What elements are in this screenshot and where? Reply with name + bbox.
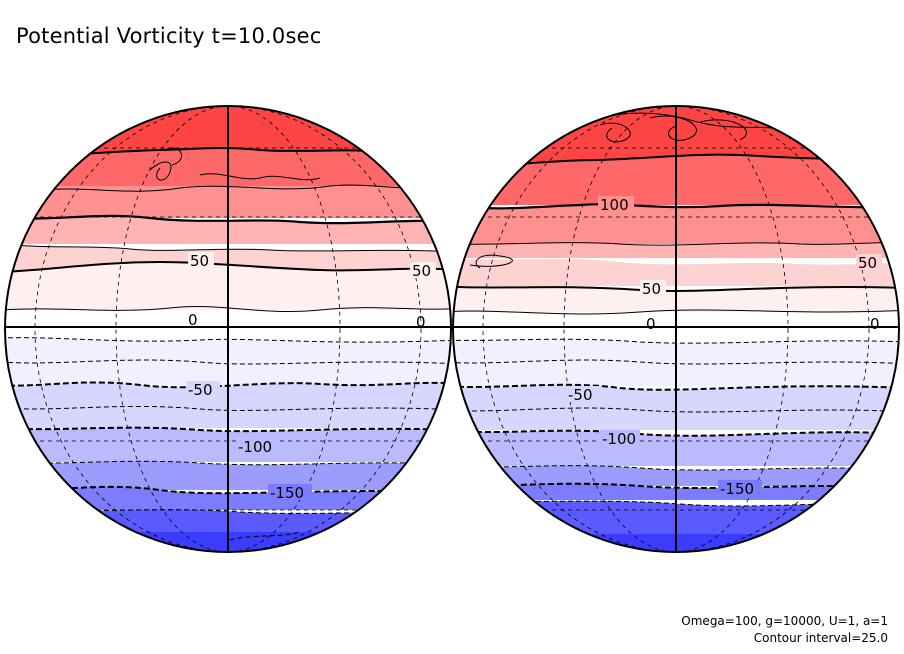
band-b7 — [453, 534, 899, 552]
band-b6 — [453, 500, 899, 534]
globe-right-outline — [452, 105, 900, 553]
label-right-zero: 0 — [646, 315, 656, 333]
band-b7 — [5, 532, 451, 552]
globe-left-outline — [4, 105, 452, 553]
label-right-zerob: 0 — [870, 315, 880, 333]
globe-right: 100 50 50 0 0 -50 -100 -150 — [452, 105, 900, 553]
band-r1 — [453, 106, 899, 162]
band-b3 — [453, 430, 899, 466]
label-right-n50: -50 — [568, 386, 593, 404]
band-b2 — [5, 382, 451, 428]
band-b1 — [453, 339, 899, 386]
globe-left: 50 50 0 0 -50 -100 -150 — [4, 105, 452, 553]
grid-lines — [5, 106, 451, 552]
globe-right-labels: 100 50 50 0 0 -50 -100 -150 — [566, 196, 882, 498]
band-b1 — [5, 337, 451, 385]
figure-title: Potential Vorticity t=10.0sec — [16, 24, 322, 48]
footer-params: Omega=100, g=10000, U=1, a=1 — [681, 614, 888, 628]
band-r5 — [453, 258, 899, 286]
label-right-p100: 100 — [600, 196, 629, 214]
band-b2 — [453, 384, 899, 430]
band-r2 — [5, 147, 451, 186]
band-b5 — [5, 486, 451, 510]
label-left-zero: 0 — [188, 311, 198, 329]
band-b4 — [5, 461, 451, 490]
band-r3 — [453, 204, 899, 244]
label-left-n50: -50 — [188, 381, 213, 399]
label-left-p50b: 50 — [412, 262, 431, 280]
label-right-n100: -100 — [602, 430, 636, 448]
contour-lines — [5, 146, 451, 541]
globe-left-labels: 50 50 0 0 -50 -100 -150 — [186, 252, 436, 502]
band-b4 — [453, 465, 899, 486]
band-r6 — [5, 262, 451, 310]
label-right-p50b: 50 — [858, 254, 877, 272]
band-b6 — [5, 509, 451, 532]
label-left-n150: -150 — [270, 484, 304, 502]
band-b3 — [5, 427, 451, 462]
footer-interval: Contour interval=25.0 — [753, 631, 888, 645]
band-r4 — [5, 215, 451, 244]
label-left-p50: 50 — [190, 252, 209, 270]
globe-left-fill — [5, 106, 451, 552]
globe-right-fill — [453, 106, 899, 552]
label-left-zerob: 0 — [416, 313, 426, 331]
label-left-n100: -100 — [238, 438, 272, 456]
label-right-p50: 50 — [642, 280, 661, 298]
label-right-n150: -150 — [720, 480, 754, 498]
band-white — [5, 310, 451, 338]
